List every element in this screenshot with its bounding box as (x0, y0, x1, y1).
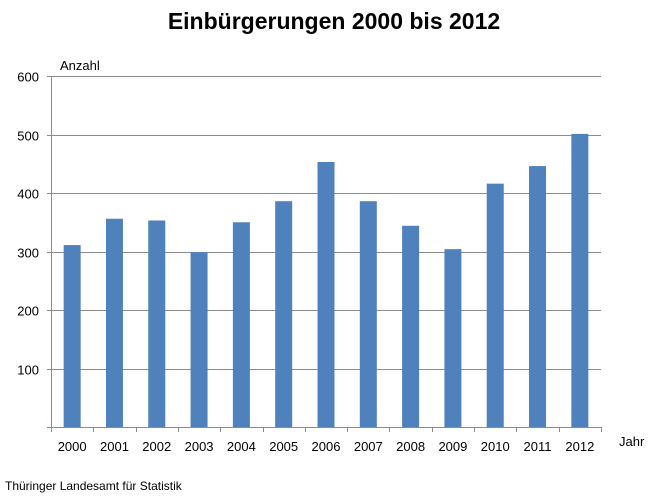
x-tick-label: 2008 (396, 439, 425, 454)
x-tick-label: 2010 (481, 439, 510, 454)
y-tick-label: 300 (17, 246, 39, 261)
bar-2010 (486, 183, 504, 427)
x-tick-label: 2002 (142, 439, 171, 454)
x-tick-label: 2006 (312, 439, 341, 454)
source-footer: Thüringer Landesamt für Statistik (5, 479, 182, 493)
x-axis-label: Jahr (619, 434, 645, 449)
bar-2002 (148, 220, 166, 427)
x-tick-label: 2000 (58, 439, 87, 454)
x-tick-label: 2011 (524, 439, 552, 454)
y-tick-label: 100 (17, 363, 39, 378)
bar-2007 (359, 201, 377, 427)
y-tick-label: 400 (17, 187, 39, 202)
x-tick-label: 2003 (185, 439, 214, 454)
y-tick-label: 200 (17, 304, 39, 319)
y-axis-label: Anzahl (60, 58, 100, 73)
x-tick-label: 2012 (565, 439, 594, 454)
bar-2005 (275, 201, 293, 427)
x-tick-label: 2009 (438, 439, 467, 454)
x-tick-label: 2004 (227, 439, 256, 454)
bar-2003 (190, 252, 208, 427)
bar-2012 (571, 133, 589, 428)
bar-2009 (444, 249, 462, 427)
x-tick-label: 2007 (354, 439, 383, 454)
y-tick-label: 600 (17, 70, 39, 85)
bar-2004 (232, 222, 250, 427)
bar-2001 (105, 218, 123, 427)
x-tick-label: 2001 (100, 439, 129, 454)
bar-2011 (529, 166, 547, 427)
chart-title: Einbürgerungen 2000 bis 2012 (167, 8, 501, 34)
bar-2000 (63, 245, 81, 427)
y-tick-label: 500 (17, 129, 39, 144)
bar-2008 (402, 225, 420, 427)
bar-2006 (317, 161, 335, 427)
x-tick-label: 2005 (269, 439, 298, 454)
